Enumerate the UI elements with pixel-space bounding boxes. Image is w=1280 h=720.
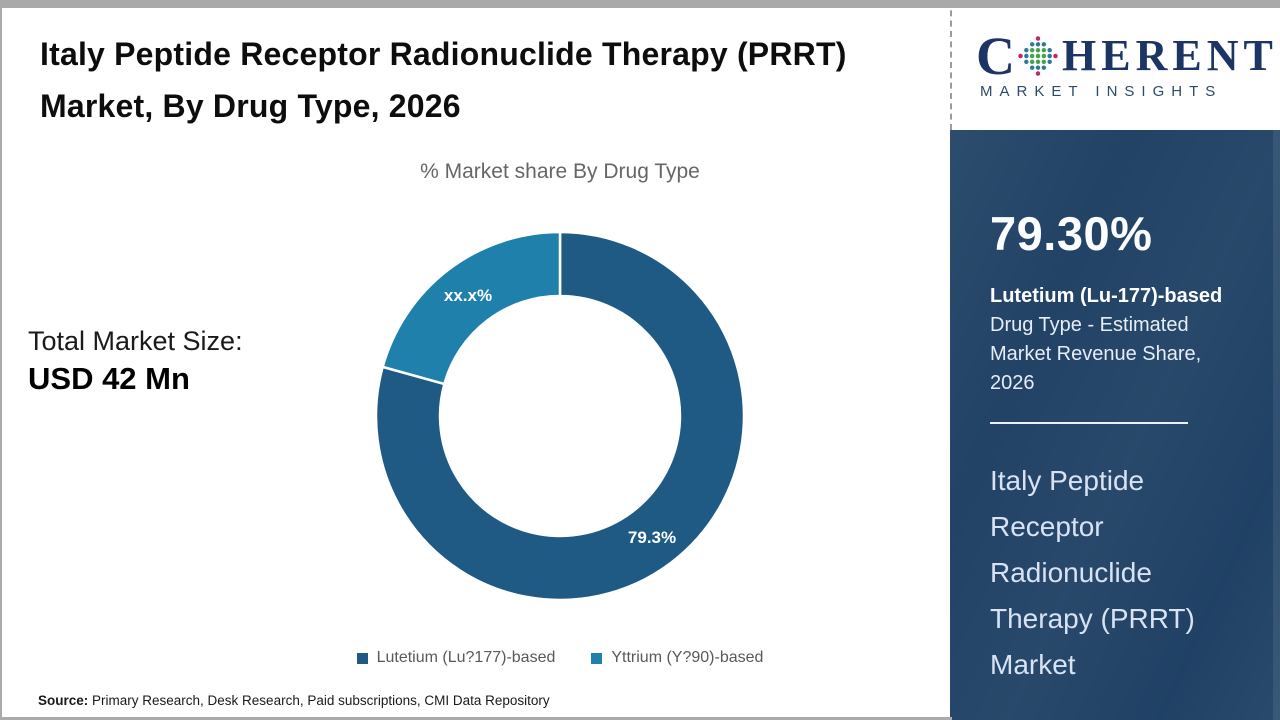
bottom-border xyxy=(0,717,952,720)
chart-legend: Lutetium (Lu?177)-based Yttrium (Y?90)-b… xyxy=(110,646,1010,670)
coherent-logo: C HERENT xyxy=(976,25,1280,86)
legend-item-yttrium: Yttrium (Y?90)-based xyxy=(591,649,763,667)
chart-subtitle: % Market share By Drug Type xyxy=(420,160,700,183)
slice-label: 79.3% xyxy=(628,528,676,547)
donut-slice xyxy=(374,230,746,602)
source-text: Primary Research, Desk Research, Paid su… xyxy=(88,693,550,708)
sidebar-stat-label: Lutetium (Lu-177)-based Drug Type - Esti… xyxy=(990,282,1245,398)
main-chart-area: Italy Peptide Receptor Radionuclide Ther… xyxy=(28,36,847,708)
top-border xyxy=(0,0,1280,8)
source-line: Source: Primary Research, Desk Research,… xyxy=(38,693,550,708)
legend-label-lutetium: Lutetium (Lu?177)-based xyxy=(376,649,556,666)
total-market-size-value: USD 42 Mn xyxy=(28,361,190,396)
sidebar-market-name: Italy Peptide Receptor Radionuclide Ther… xyxy=(990,465,1195,680)
legend-swatch-lutetium xyxy=(356,652,368,664)
donut-chart: 79.3% xx.x% xyxy=(374,230,746,602)
sidebar-stat-value: 79.30% xyxy=(990,207,1153,260)
sidebar-divider xyxy=(990,422,1188,424)
source-label: Source: xyxy=(38,693,89,708)
logo-letter-c: C xyxy=(976,25,1015,86)
legend-item-lutetium: Lutetium (Lu?177)-based xyxy=(356,649,556,667)
logo-subtext: MARKET INSIGHTS xyxy=(980,82,1223,100)
logo-word-rest: HERENT xyxy=(1062,30,1278,80)
logo-panel: C HERENT M xyxy=(950,0,1280,130)
donut-slice xyxy=(381,230,562,386)
total-market-size-label: Total Market Size: xyxy=(28,326,243,356)
slice-label: xx.x% xyxy=(444,286,492,305)
sidebar-stat-label-rest: Drug Type - Estimated Market Revenue Sha… xyxy=(990,314,1202,394)
page-title: Italy Peptide Receptor Radionuclide Ther… xyxy=(40,36,847,124)
total-market-size: Total Market Size: USD 42 Mn xyxy=(28,323,328,399)
coherent-logo-o-icon xyxy=(1018,35,1058,76)
donut-chart-wrap: 79.3% xx.x% xyxy=(372,228,748,604)
legend-label-yttrium: Yttrium (Y?90)-based xyxy=(611,649,764,666)
sidebar-stat-label-bold: Lutetium (Lu-177)-based xyxy=(990,285,1223,307)
left-border xyxy=(0,0,2,720)
sidebar: 79.30% Lutetium (Lu-177)-based Drug Type… xyxy=(950,130,1280,720)
legend-swatch-yttrium xyxy=(591,652,603,664)
